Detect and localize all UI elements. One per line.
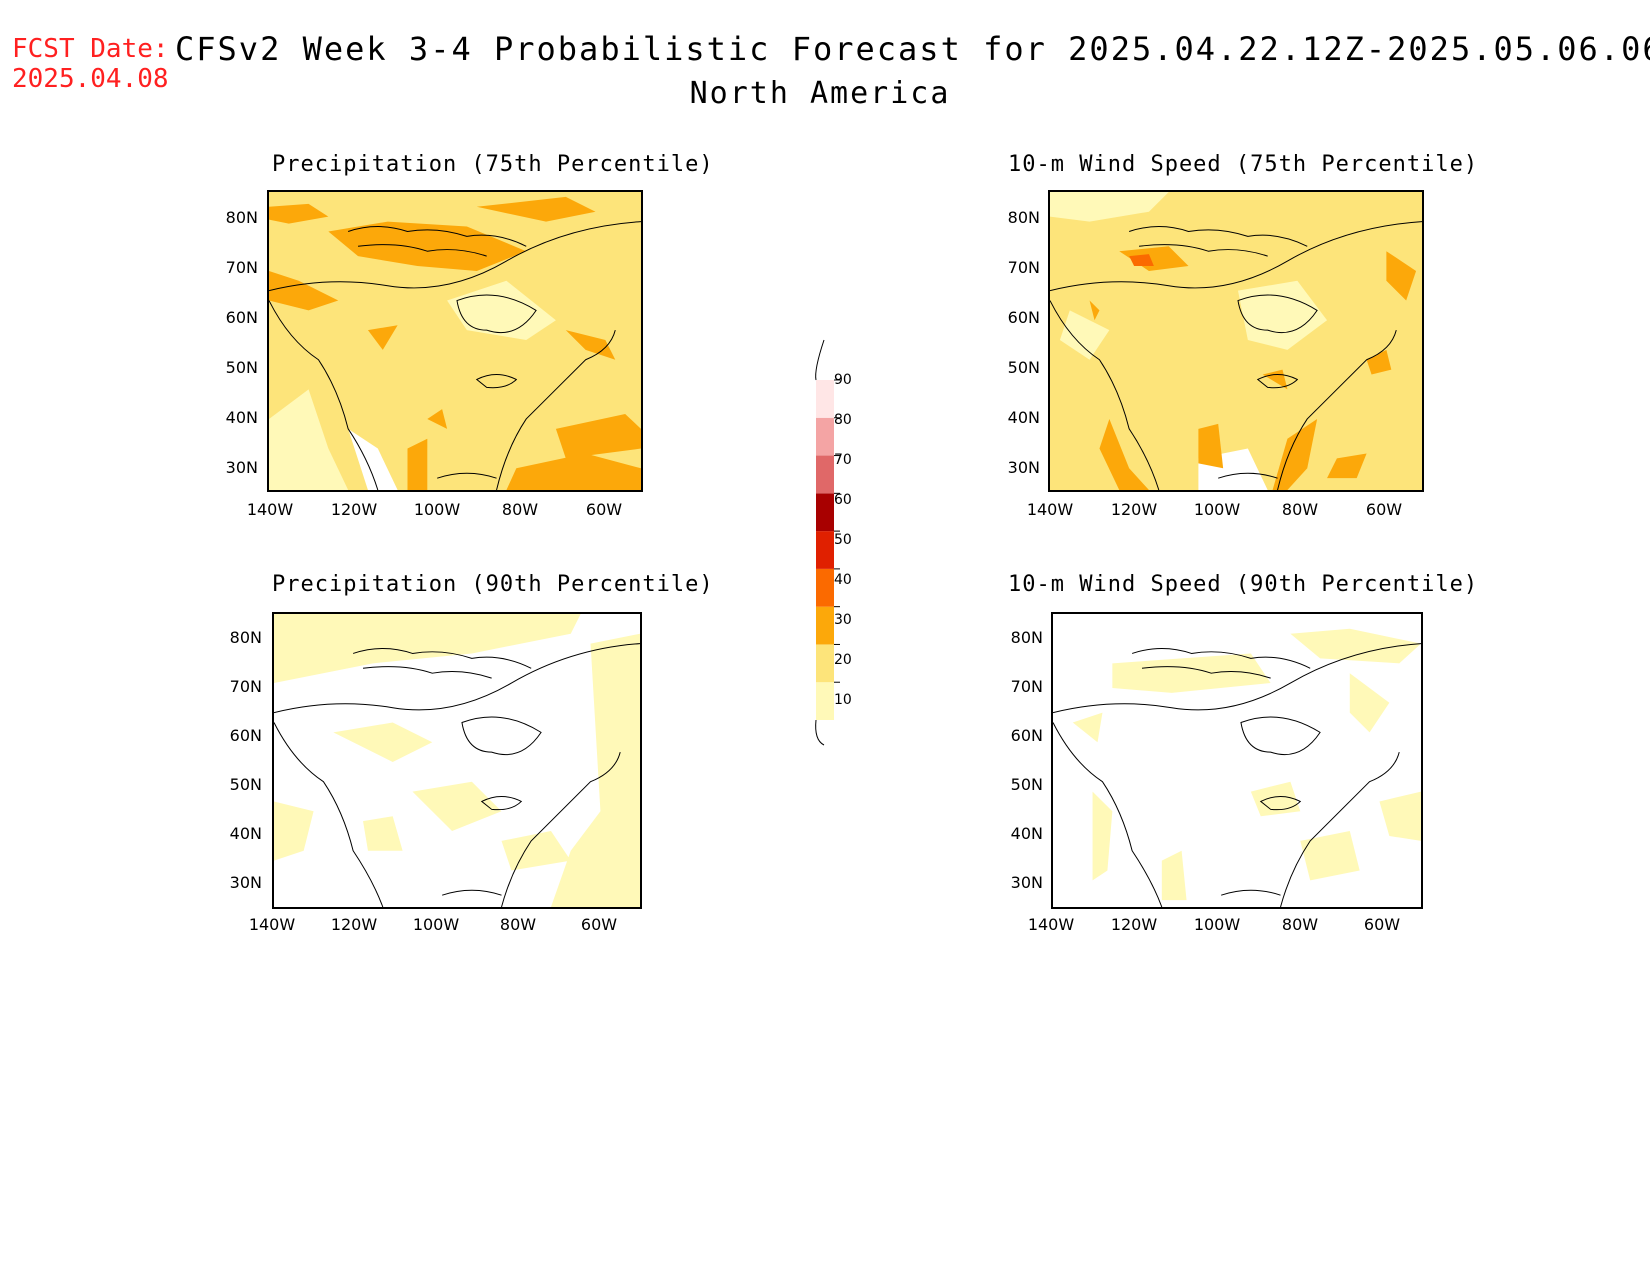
lon-label: 80W [501,500,539,519]
lon-label: 100W [413,500,461,519]
forecast-date-block: FCST Date: 2025.04.08 [12,34,169,94]
colorbar-swatch [816,417,834,456]
page-title: CFSv2 Week 3-4 Probabilistic Forecast fo… [175,30,1650,68]
colorbar-swatch [816,568,834,607]
colorbar-label: 20 [834,652,852,668]
lat-label: 70N [229,677,262,696]
panel-title-wind-75: 10-m Wind Speed (75th Percentile) [1008,152,1479,177]
colorbar-swatch [816,606,834,645]
lat-label: 80N [1010,628,1043,647]
colorbar-label: 10 [834,692,852,708]
lat-label: 50N [229,775,262,794]
lat-label: 40N [1010,824,1043,843]
colorbar-swatch [816,455,834,494]
panel-title-wind-90: 10-m Wind Speed (90th Percentile) [1008,572,1479,597]
page-subtitle: North America [689,76,951,111]
lon-label: 140W [1027,915,1075,934]
map-precip-75 [267,190,643,492]
lon-label: 140W [246,500,294,519]
colorbar [815,339,840,746]
lon-label: 60W [1363,915,1401,934]
precip-90-field [274,614,640,907]
lon-label: 80W [499,915,537,934]
lat-label: 30N [1007,458,1040,477]
lat-label: 50N [1007,358,1040,377]
map-wind-90 [1051,612,1423,909]
colorbar-label: 30 [834,612,852,628]
map-precip-90 [272,612,642,909]
colorbar-label: 50 [834,532,852,548]
lat-label: 60N [229,726,262,745]
lat-label: 40N [1007,408,1040,427]
lat-label: 50N [1010,775,1043,794]
lat-label: 50N [225,358,258,377]
colorbar-swatch [816,380,834,418]
colorbar-label: 80 [834,412,852,428]
lat-label: 70N [1007,258,1040,277]
lat-label: 80N [1007,208,1040,227]
lat-label: 30N [1010,873,1043,892]
lon-label: 120W [1110,500,1158,519]
precip-75-field [269,196,641,490]
colorbar-swatch [816,531,834,569]
lat-label: 30N [225,458,258,477]
forecast-date-label: FCST Date: [12,34,169,64]
lon-label: 60W [1365,500,1403,519]
lon-label: 120W [330,915,378,934]
wind-90-field [1053,628,1421,907]
colorbar-swatch [816,682,834,720]
map-wind-75 [1048,190,1424,492]
colorbar-swatch [816,644,834,683]
lat-label: 60N [1010,726,1043,745]
lon-label: 80W [1281,915,1319,934]
lat-label: 80N [225,208,258,227]
lon-label: 140W [1026,500,1074,519]
lon-label: 80W [1281,500,1319,519]
lon-label: 100W [1193,500,1241,519]
lon-label: 60W [580,915,618,934]
lat-label: 80N [229,628,262,647]
lat-label: 70N [225,258,258,277]
wind-75-field [1050,192,1422,490]
lon-label: 100W [412,915,460,934]
lat-label: 60N [1007,308,1040,327]
lat-label: 70N [1010,677,1043,696]
lon-label: 120W [330,500,378,519]
colorbar-swatch [816,493,834,532]
lon-label: 100W [1193,915,1241,934]
colorbar-label: 60 [834,492,852,508]
lat-label: 40N [229,824,262,843]
lat-label: 30N [229,873,262,892]
forecast-date-value: 2025.04.08 [12,64,169,94]
lat-label: 60N [225,308,258,327]
lat-label: 40N [225,408,258,427]
panel-title-precip-90: Precipitation (90th Percentile) [272,572,714,597]
lon-label: 60W [585,500,623,519]
colorbar-label: 70 [834,452,852,468]
colorbar-label: 40 [834,572,852,588]
panel-title-precip-75: Precipitation (75th Percentile) [272,152,714,177]
lon-label: 120W [1110,915,1158,934]
lon-label: 140W [248,915,296,934]
colorbar-label: 90 [834,372,852,388]
